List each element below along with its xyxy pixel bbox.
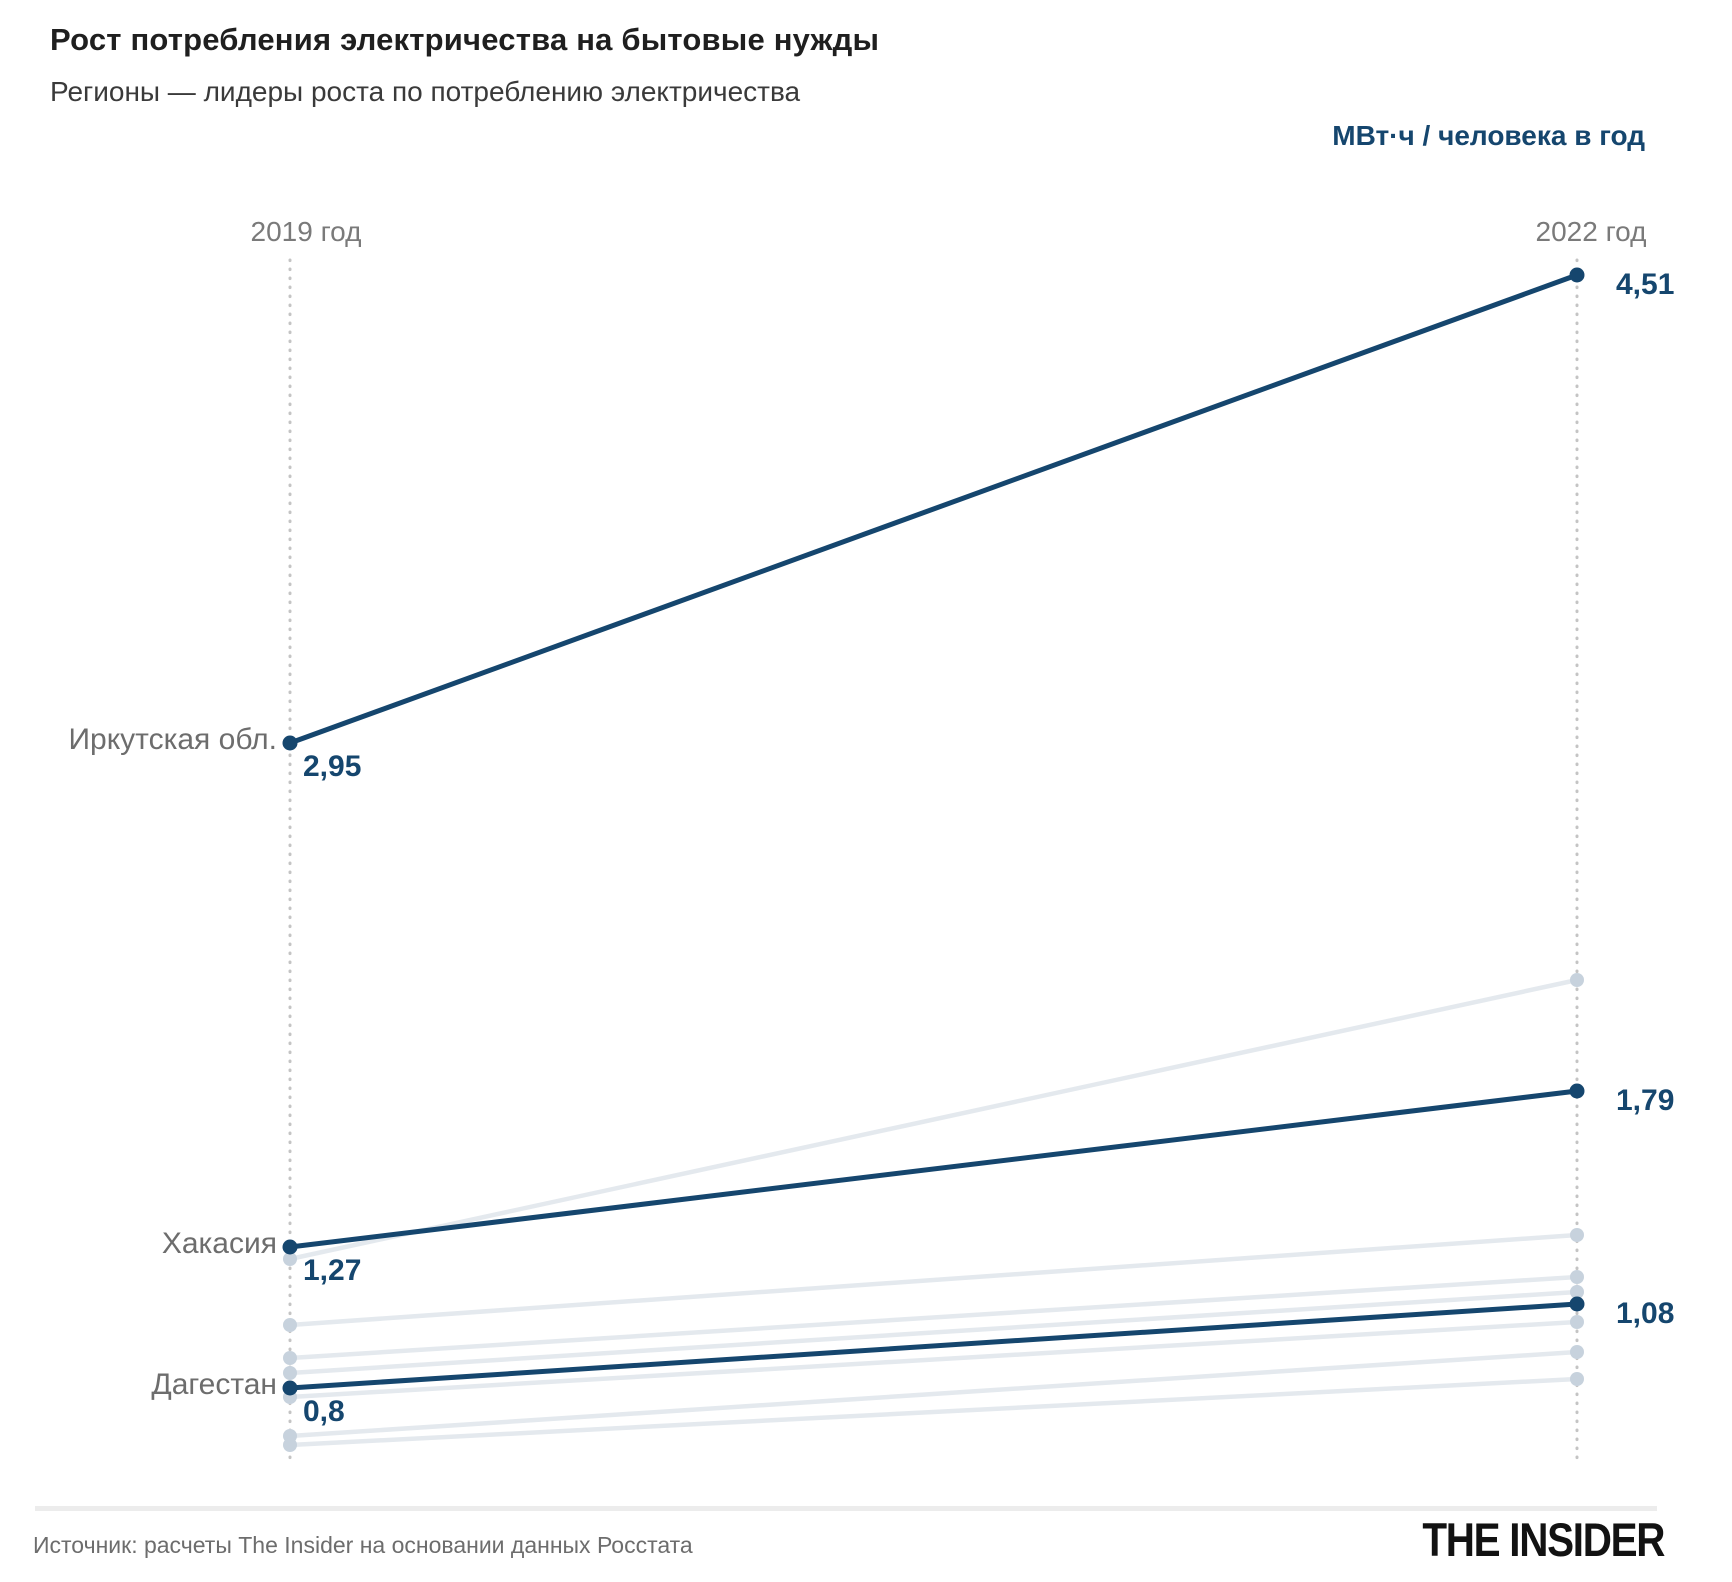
muted-slope-line-5 <box>289 1274 1578 1361</box>
source-note: Источник: расчеты The Insider на основан… <box>33 1532 693 1558</box>
muted-dot-2022-4 <box>1570 1228 1584 1242</box>
column-label-2019: 2019 год <box>250 216 362 247</box>
muted-dot-2019-6 <box>283 1366 297 1380</box>
muted-slope-line-9 <box>289 1376 1578 1448</box>
muted-dot-2019-5 <box>283 1351 297 1365</box>
slope-line-1 <box>289 1088 1578 1250</box>
region-label-1: Хакасия <box>161 1227 277 1260</box>
the-insider-logo: THE INSIDER <box>1422 1513 1665 1566</box>
muted-dot-2022-6 <box>1570 1285 1584 1299</box>
footer-divider <box>35 1506 1657 1511</box>
dot-2019-0 <box>282 735 298 751</box>
value-label-2019-1: 1,27 <box>303 1254 362 1287</box>
slope-line-2 <box>289 1301 1578 1391</box>
muted-dot-2022-5 <box>1570 1270 1584 1284</box>
muted-slope-line-3 <box>289 977 1578 1262</box>
chart-title: Рост потребления электричества на бытовы… <box>50 22 880 57</box>
muted-dot-2022-9 <box>1570 1372 1584 1386</box>
dot-2022-1 <box>1569 1083 1585 1099</box>
dot-2022-0 <box>1569 267 1585 283</box>
muted-dot-2022-3 <box>1570 973 1584 987</box>
value-label-2022-2: 1,08 <box>1616 1297 1675 1330</box>
unit-label: МВт·ч / человека в год <box>1332 120 1645 151</box>
region-label-2: Дагестан <box>151 1368 277 1401</box>
value-label-2022-0: 4,51 <box>1616 268 1675 301</box>
muted-dot-2019-3 <box>283 1252 297 1266</box>
chart-subtitle: Регионы — лидеры роста по потреблению эл… <box>50 76 801 107</box>
dot-2022-2 <box>1569 1296 1585 1312</box>
value-label-2019-2: 0,8 <box>303 1395 345 1428</box>
muted-dot-2022-7 <box>1570 1315 1584 1329</box>
muted-slope-line-6 <box>289 1289 1578 1376</box>
column-label-2022: 2022 год <box>1535 216 1647 247</box>
dot-2019-1 <box>282 1239 298 1255</box>
value-label-2022-1: 1,79 <box>1616 1084 1675 1117</box>
muted-slope-line-7 <box>289 1319 1578 1400</box>
region-label-0: Иркутская обл. <box>68 723 277 756</box>
value-label-2019-0: 2,95 <box>303 750 362 783</box>
muted-slope-line-8 <box>289 1349 1578 1439</box>
muted-dot-2019-9 <box>283 1438 297 1452</box>
dot-2019-2 <box>282 1380 298 1396</box>
slope-line-0 <box>289 272 1578 746</box>
muted-dot-2019-4 <box>283 1318 297 1332</box>
muted-slope-line-4 <box>289 1232 1578 1328</box>
muted-dot-2022-8 <box>1570 1345 1584 1359</box>
